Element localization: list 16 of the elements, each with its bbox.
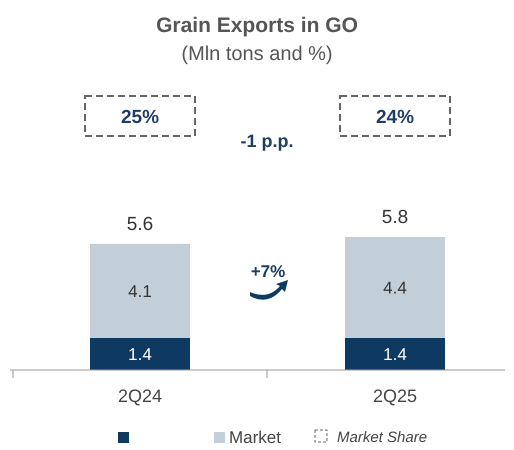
text: -1 p.p. <box>240 131 294 151</box>
legend-label: Market <box>229 428 282 447</box>
chart-title: Grain Exports in GO <box>156 14 358 37</box>
x-tick-label: 2Q24 <box>118 386 162 406</box>
data-label: 1.4 <box>383 344 407 364</box>
data-label: 4.4 <box>383 278 407 298</box>
data-label: 1.4 <box>128 344 152 364</box>
chart-subtitle: (Mln tons and %) <box>181 43 333 65</box>
data-label: 4.1 <box>128 282 152 301</box>
text: Market Share <box>337 429 428 446</box>
text: 25% <box>120 107 160 128</box>
total-label: 5.6 <box>126 214 154 235</box>
annotation: +7% <box>250 262 286 281</box>
total-label: 5.8 <box>382 207 408 228</box>
x-tick-label: 2Q25 <box>372 386 418 406</box>
text: 24% <box>376 107 414 128</box>
